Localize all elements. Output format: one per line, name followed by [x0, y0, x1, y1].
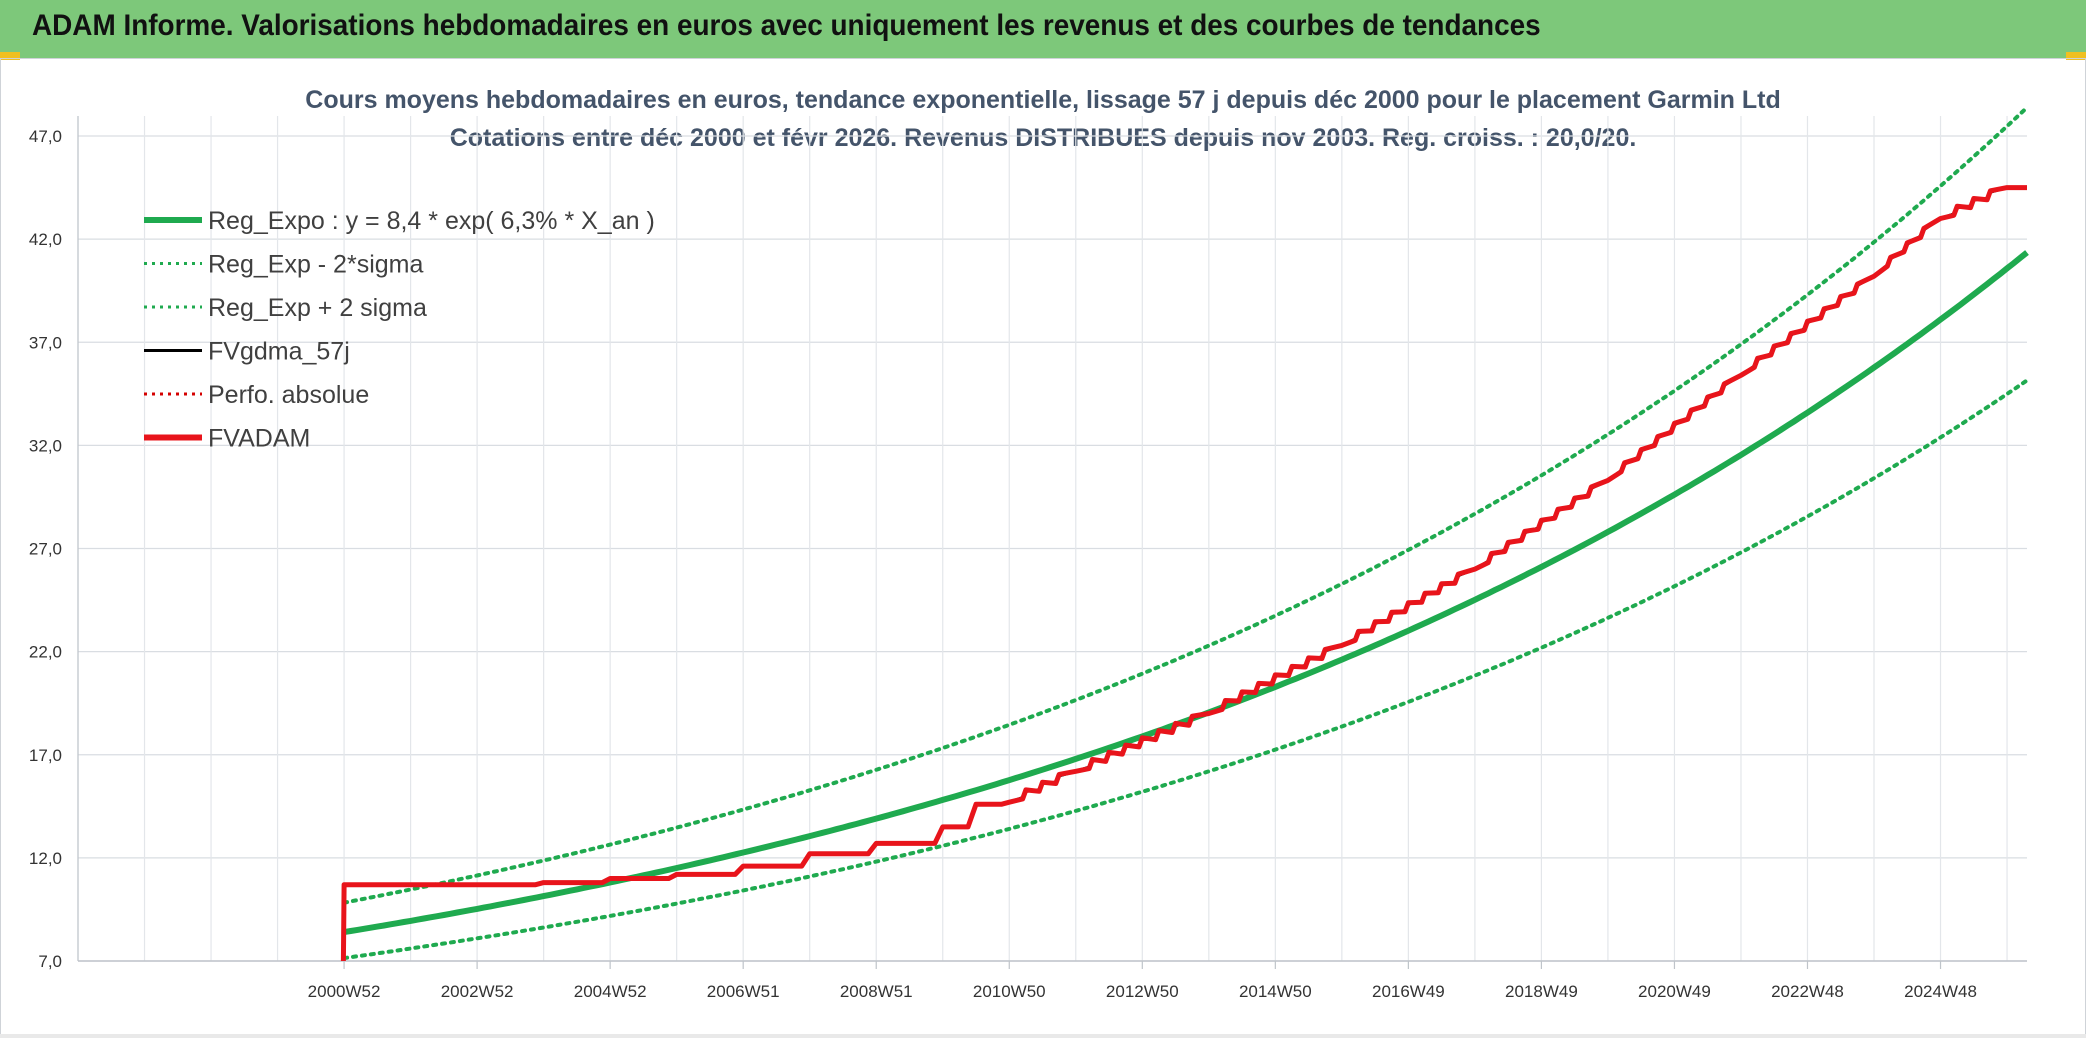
banner-corner-right [2066, 52, 2086, 60]
chart-title: Cours moyens hebdomadaires en euros, ten… [305, 86, 1781, 114]
series-fvgdma-57j [341, 186, 2027, 962]
y-tick-label: 37,0 [29, 333, 62, 352]
x-tick-label: 2022W48 [1771, 982, 1844, 1001]
x-tick-label: 2004W52 [574, 982, 647, 1001]
x-tick-label: 2016W49 [1372, 982, 1445, 1001]
y-tick-label: 42,0 [29, 230, 62, 249]
series-reg-exp-plus-2sigma [342, 105, 2029, 905]
series-reg-exp-minus-2sigma [342, 378, 2029, 961]
legend-reg-exp-plus-label: Reg_Exp + 2 sigma [208, 294, 427, 322]
x-tick-label: 2006W51 [707, 982, 780, 1001]
y-tick-label: 47,0 [29, 127, 62, 146]
y-tick-label: 12,0 [29, 849, 62, 868]
x-tick-label: 2018W49 [1505, 982, 1578, 1001]
report-banner: ADAM Informe. Valorisations hebdomadaire… [0, 0, 2086, 60]
y-tick-label: 32,0 [29, 436, 62, 455]
series-fvadam [340, 185, 2027, 962]
x-tick-label: 2002W52 [441, 982, 514, 1001]
legend-reg-expo-label: Reg_Expo : y = 8,4 * exp( 6,3% * X_an ) [208, 207, 655, 235]
series-reg-expo [343, 250, 2029, 936]
x-tick-label: 2014W50 [1239, 982, 1312, 1001]
x-tick-label: 2012W50 [1106, 982, 1179, 1001]
y-tick-label: 27,0 [29, 540, 62, 559]
x-tick-label: 2010W50 [973, 982, 1046, 1001]
y-tick-label: 17,0 [29, 746, 62, 765]
legend-fvgdma-label: FVgdma_57j [208, 338, 350, 366]
legend-reg-exp-minus-label: Reg_Exp - 2*sigma [208, 251, 423, 279]
report-title: ADAM Informe. Valorisations hebdomadaire… [32, 9, 1541, 42]
banner-corner-left [0, 52, 20, 60]
x-tick-label: 2008W51 [840, 982, 913, 1001]
x-tick-label: 2020W49 [1638, 982, 1711, 1001]
y-tick-label: 22,0 [29, 643, 62, 662]
legend-perfo-absolue-label: Perfo. absolue [208, 381, 369, 409]
x-tick-label: 2000W52 [308, 982, 381, 1001]
y-tick-label: 7,0 [38, 952, 62, 971]
x-tick-label: 2024W48 [1904, 982, 1977, 1001]
legend-fvadam-label: FVADAM [208, 425, 310, 453]
chart-subtitle: Cotations entre déc 2000 et févr 2026. R… [449, 124, 1637, 152]
bottom-strip [0, 1034, 2086, 1038]
